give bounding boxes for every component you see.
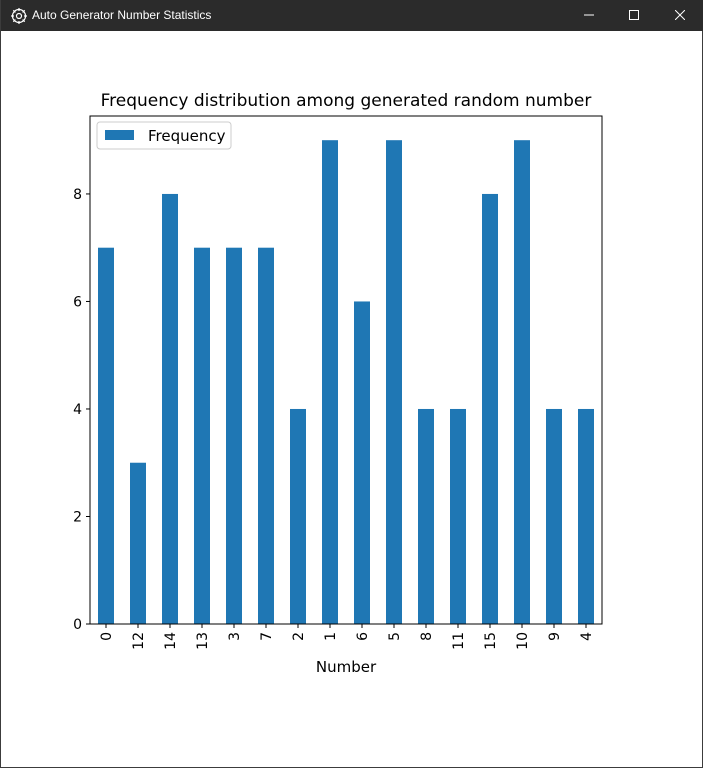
bar xyxy=(354,301,370,624)
bar xyxy=(130,462,146,624)
y-tick-label: 4 xyxy=(73,402,82,418)
x-tick-label: 14 xyxy=(163,632,179,650)
maximize-button[interactable] xyxy=(611,0,657,31)
legend: Frequency xyxy=(96,121,232,150)
app-gear-icon xyxy=(11,8,27,24)
y-tick-label: 6 xyxy=(73,294,82,310)
bar xyxy=(418,408,434,624)
x-tick-label: 11 xyxy=(451,632,467,650)
bar xyxy=(258,247,274,624)
bar xyxy=(194,247,210,624)
bar xyxy=(290,408,306,624)
x-tick-label: 4 xyxy=(579,632,595,641)
bar xyxy=(386,140,402,624)
x-tick-label: 6 xyxy=(355,632,371,641)
bar xyxy=(482,193,498,624)
x-tick-label: 3 xyxy=(227,632,243,641)
chart-canvas-area: Frequency distribution among generated r… xyxy=(1,31,702,767)
x-tick-label: 2 xyxy=(291,632,307,641)
bars-group xyxy=(98,140,594,624)
bar xyxy=(98,247,114,624)
x-tick-label: 15 xyxy=(483,632,499,650)
window-title: Auto Generator Number Statistics xyxy=(32,8,212,22)
bar xyxy=(578,408,594,624)
x-tick-label: 12 xyxy=(131,632,147,650)
chart-title: Frequency distribution among generated r… xyxy=(101,91,592,111)
x-tick-label: 13 xyxy=(195,632,211,650)
maximize-icon xyxy=(629,10,639,20)
bar xyxy=(450,408,466,624)
legend-swatch xyxy=(105,130,134,140)
x-tick-label: 5 xyxy=(387,632,403,641)
bar xyxy=(546,408,562,624)
x-axis: 0 12 14 13 3 7 2 1 6 5 8 11 15 10 9 4 xyxy=(99,624,595,650)
bar xyxy=(226,247,242,624)
minimize-icon xyxy=(584,14,594,16)
legend-label: Frequency xyxy=(148,127,226,145)
y-axis: 0 2 4 6 8 xyxy=(73,187,90,633)
x-tick-label: 10 xyxy=(515,632,531,650)
x-tick-label: 7 xyxy=(259,632,275,641)
title-bar[interactable]: Auto Generator Number Statistics xyxy=(1,0,703,31)
y-tick-label: 8 xyxy=(73,187,82,203)
legend-box xyxy=(96,121,232,150)
x-tick-label: 9 xyxy=(547,632,563,641)
bar xyxy=(322,140,338,624)
x-axis-label: Number xyxy=(316,658,377,676)
x-tick-label: 1 xyxy=(323,632,339,641)
x-tick-label: 8 xyxy=(419,632,435,641)
close-icon xyxy=(675,10,685,20)
close-button[interactable] xyxy=(657,0,703,31)
y-tick-label: 2 xyxy=(73,509,82,525)
bar-chart: Frequency distribution among generated r… xyxy=(73,91,603,676)
bar xyxy=(162,193,178,624)
x-tick-label: 0 xyxy=(99,632,115,641)
bar xyxy=(514,140,530,624)
axes-frame xyxy=(89,115,603,625)
y-tick-label: 0 xyxy=(73,617,82,633)
minimize-button[interactable] xyxy=(566,0,612,31)
